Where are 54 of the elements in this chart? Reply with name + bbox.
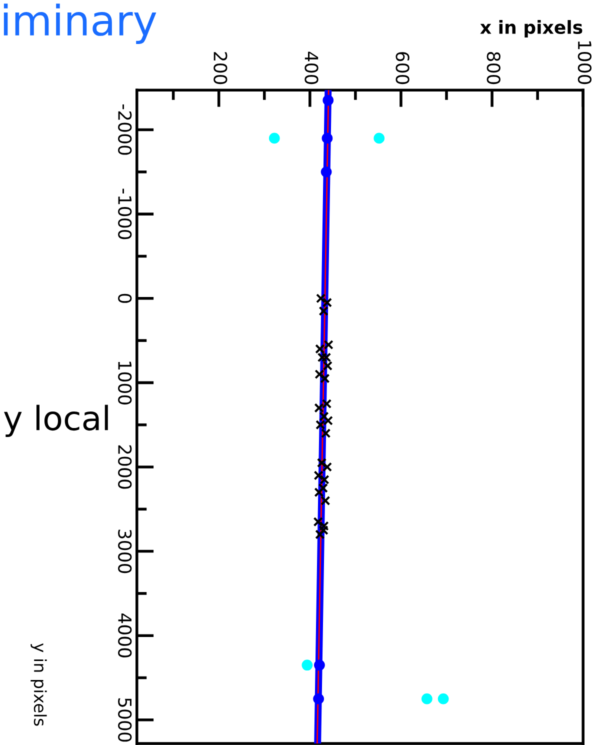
point xyxy=(322,94,334,106)
point xyxy=(324,340,334,350)
point xyxy=(322,462,332,472)
point xyxy=(318,483,328,493)
y-tick-label: 1000 xyxy=(118,362,132,404)
y-tick-label: 4000 xyxy=(118,614,132,658)
y-tick-label: 0 xyxy=(118,294,132,303)
x-tick-label: 200 xyxy=(214,52,228,84)
x-tick-label: 400 xyxy=(304,52,318,84)
point xyxy=(320,496,330,506)
point xyxy=(320,428,331,438)
point xyxy=(421,693,432,704)
point xyxy=(315,344,325,354)
point xyxy=(323,416,333,426)
point xyxy=(314,470,324,480)
point xyxy=(313,516,323,527)
point xyxy=(314,369,324,380)
point xyxy=(316,458,327,468)
point xyxy=(322,298,332,308)
point xyxy=(320,474,330,484)
x-tick-label: 800 xyxy=(486,52,500,84)
x-tick-label: 1000 xyxy=(578,41,592,84)
point xyxy=(313,693,324,704)
point xyxy=(322,398,332,409)
text: y local xyxy=(4,404,108,438)
point xyxy=(318,306,328,316)
point xyxy=(320,166,332,178)
point xyxy=(317,352,328,362)
point xyxy=(438,693,449,704)
point xyxy=(322,132,333,144)
y-tick-label: -1000 xyxy=(118,188,132,240)
x-tick-label: 600 xyxy=(396,52,410,84)
point xyxy=(314,487,324,498)
point xyxy=(302,660,313,671)
point xyxy=(316,420,326,430)
y-axis-title: y in pixels xyxy=(30,643,47,726)
point xyxy=(321,352,332,362)
point xyxy=(268,132,280,144)
x-axis-title: x in pixels xyxy=(480,20,582,38)
point xyxy=(319,412,329,422)
y-tick-label: 3000 xyxy=(118,530,132,574)
y-tick-label: 2000 xyxy=(118,445,132,489)
y-tick-label: -2000 xyxy=(118,104,132,155)
y-tick-label: 5000 xyxy=(118,698,132,742)
point xyxy=(318,525,328,536)
point xyxy=(315,530,325,540)
point xyxy=(319,521,329,531)
point xyxy=(374,132,385,144)
point xyxy=(314,660,325,671)
point xyxy=(314,403,324,413)
point xyxy=(322,360,333,371)
point xyxy=(320,374,330,384)
point xyxy=(316,294,326,304)
text: iminary xyxy=(4,4,156,44)
